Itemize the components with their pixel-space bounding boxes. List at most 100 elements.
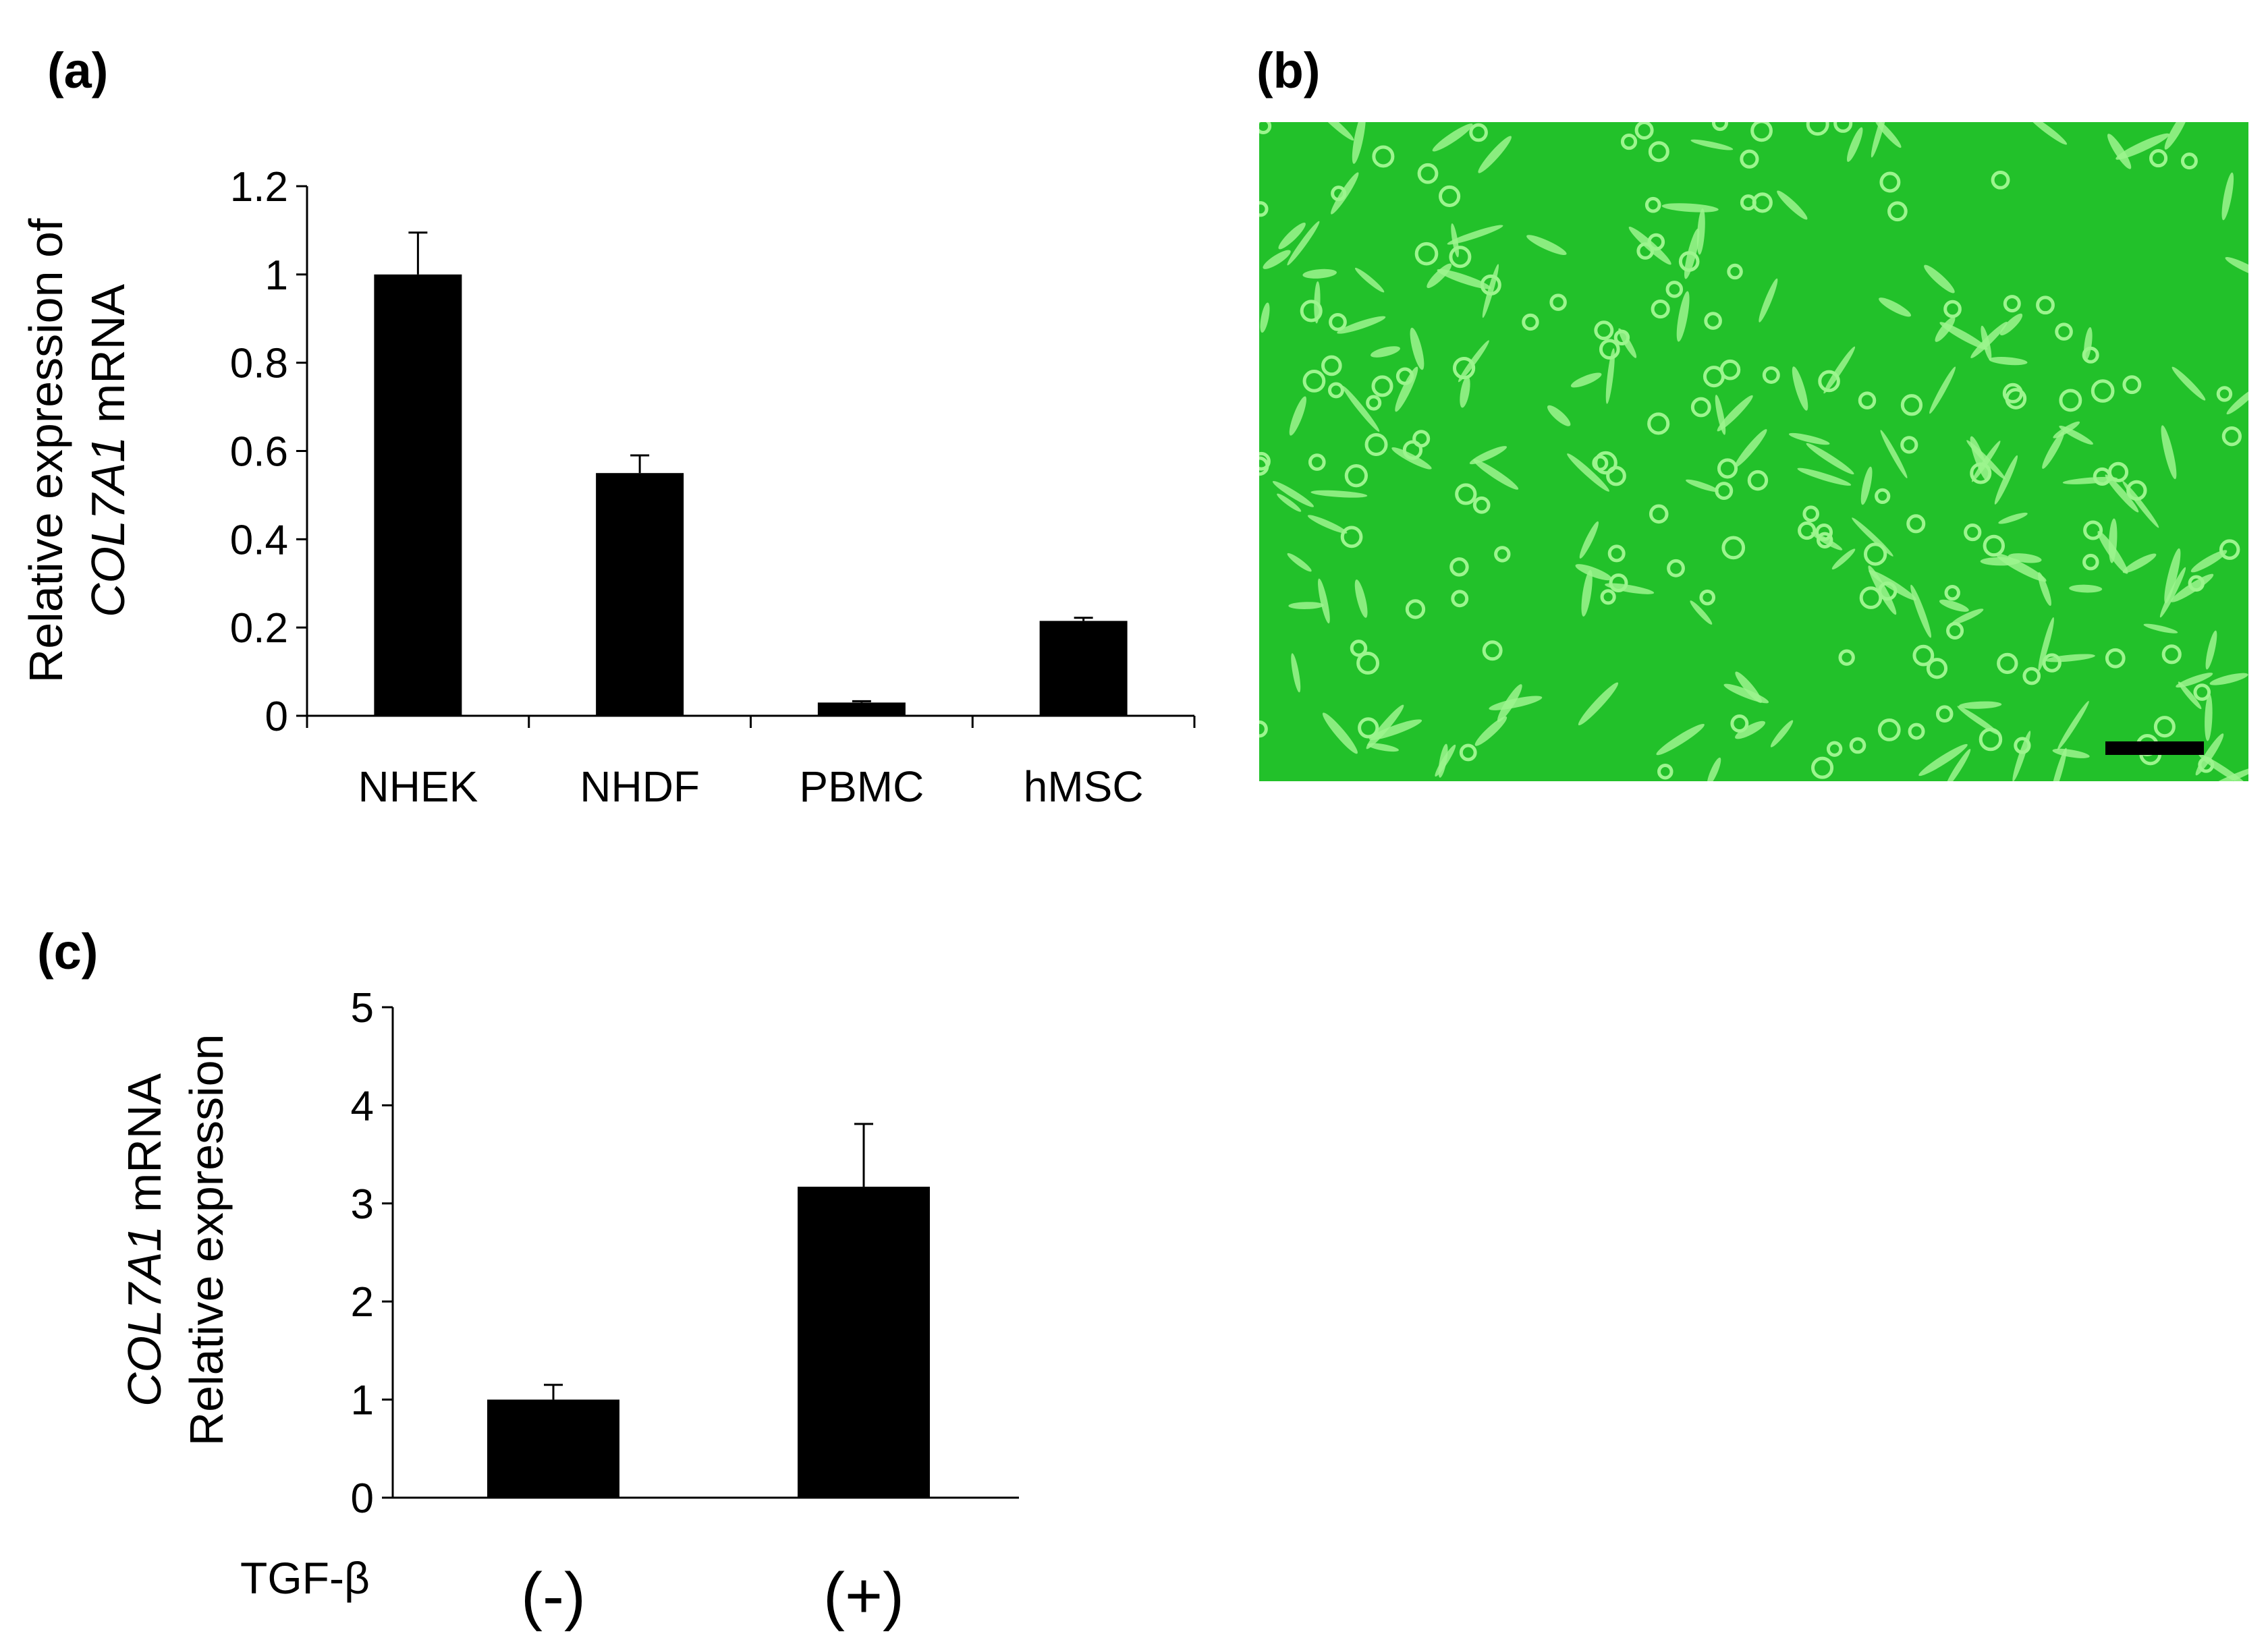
- cell: [2059, 425, 2093, 445]
- cell: [1447, 225, 1503, 245]
- cell: [2198, 754, 2248, 781]
- cell: [1818, 370, 1840, 393]
- cell: [2107, 134, 2132, 169]
- cell: [1991, 170, 2010, 190]
- cell: [1651, 300, 1670, 319]
- cell: [1980, 557, 2020, 566]
- cell: [2195, 733, 2224, 776]
- cell: [2159, 567, 2186, 618]
- cell: [2161, 425, 2177, 480]
- cell: [1367, 743, 1399, 752]
- bar-NHDF: [596, 473, 684, 716]
- cell: [1354, 580, 1368, 618]
- cell: [1838, 649, 1855, 666]
- category-label: NHDF: [580, 762, 700, 811]
- y-axis-label-line: COL7A1 mRNA: [118, 1073, 171, 1407]
- cell: [1657, 763, 1674, 780]
- y-axis-label-line: Relative expression: [180, 1034, 233, 1446]
- y-tick-label: 1: [351, 1378, 374, 1424]
- cell: [1887, 201, 1908, 222]
- cell: [1438, 743, 1448, 778]
- cell: [2149, 149, 2168, 168]
- panel-label-a: (a): [47, 43, 109, 98]
- cell: [1823, 346, 1856, 394]
- cell: [1944, 584, 1960, 601]
- cell: [1460, 376, 1470, 408]
- cell: [1289, 396, 1306, 436]
- cell: [1871, 122, 1887, 158]
- cell: [1288, 602, 1324, 609]
- bar-hMSC: [1039, 621, 1128, 716]
- cell: [1451, 590, 1469, 608]
- cell: [1846, 127, 1863, 162]
- cell: [1350, 640, 1368, 657]
- cell: [2055, 322, 2073, 341]
- cell: [2052, 748, 2090, 758]
- cell: [1480, 274, 1501, 295]
- cell: [1690, 600, 1713, 625]
- cell: [2122, 553, 2157, 573]
- cell: [1858, 391, 1877, 410]
- cell: [2143, 623, 2178, 633]
- cell: [1600, 589, 1616, 605]
- cell: [1260, 302, 1270, 333]
- cell: [2225, 256, 2248, 277]
- cell: [1455, 483, 1477, 505]
- category-label: NHEK: [358, 762, 478, 811]
- cell: [1860, 466, 1873, 505]
- cell: [2170, 573, 2214, 602]
- cell: [1581, 569, 1593, 617]
- cell: [1964, 523, 1982, 542]
- cell: [1395, 366, 1418, 412]
- cell: [1690, 397, 1711, 418]
- cell: [1300, 300, 1323, 322]
- y-axis-label-segment: mRNA: [82, 284, 134, 436]
- cell: [2022, 667, 2041, 685]
- cell: [1575, 564, 1612, 581]
- scale-bar: [2105, 741, 2204, 755]
- category-label: PBMC: [799, 762, 924, 811]
- cell: [1717, 395, 1753, 432]
- cell: [1826, 741, 1843, 757]
- cell: [1307, 515, 1348, 534]
- cell: [2042, 653, 2062, 673]
- cell: [2221, 172, 2234, 221]
- cell: [1322, 712, 1358, 754]
- y-axis-label-segment: COL7A1: [82, 436, 134, 617]
- cell: [1797, 468, 1852, 486]
- cell: [1806, 443, 1854, 475]
- cell: [1935, 705, 1954, 723]
- cell: [1437, 269, 1491, 289]
- y-tick-label: 3: [351, 1181, 374, 1228]
- cell: [2161, 644, 2182, 665]
- cell: [1699, 589, 1715, 606]
- cell: [1287, 553, 1312, 572]
- cell: [1489, 696, 1543, 710]
- y-tick-label: 0: [351, 1475, 374, 1522]
- cell: [1747, 470, 1769, 491]
- cell: [2069, 584, 2103, 593]
- cell: [1570, 372, 1602, 388]
- cell: [1868, 565, 1897, 615]
- y-tick-label: 1.2: [230, 164, 288, 210]
- cell: [1549, 293, 1567, 311]
- cell: [1405, 599, 1426, 619]
- cell: [1337, 316, 1386, 334]
- cell: [1869, 569, 1916, 600]
- cell: [2153, 716, 2176, 738]
- cell: [1472, 496, 1491, 514]
- cell: [1331, 172, 1359, 215]
- cell: [2172, 366, 2206, 401]
- cell: [1994, 455, 2018, 505]
- cell: [1567, 453, 1609, 492]
- cell: [1291, 653, 1301, 693]
- cell: [1788, 432, 1830, 445]
- cell: [1649, 504, 1669, 524]
- cell: [1877, 718, 1901, 741]
- cell: [1880, 430, 1908, 478]
- cell: [2082, 346, 2099, 364]
- cell: [1900, 394, 1923, 416]
- cell: [1340, 526, 1363, 548]
- cell: [2062, 476, 2118, 484]
